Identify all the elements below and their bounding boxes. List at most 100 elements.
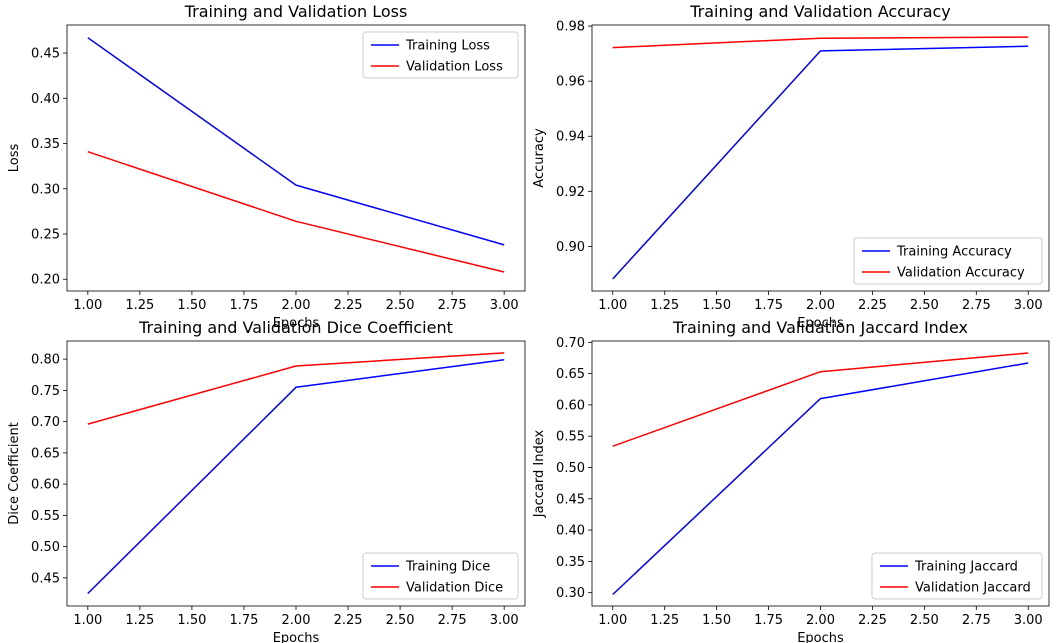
legend: Training Accuracy Validation Accuracy [853, 237, 1043, 285]
x-tick-label: 2.50 [386, 613, 415, 628]
x-tick-label: 1.75 [229, 298, 258, 313]
x-tick-label: 2.00 [806, 298, 835, 313]
y-axis-label: Dice Coefficient [7, 422, 22, 525]
x-tick-label: 3.00 [1014, 298, 1043, 313]
x-tick-label: 2.25 [334, 613, 363, 628]
legend-entry: Validation Accuracy [897, 266, 1025, 281]
x-tick-label: 1.75 [754, 298, 783, 313]
x-tick-label: 1.75 [754, 613, 783, 628]
subplot-accuracy: 1.00 1.25 1.50 1.75 2.00 2.25 2.50 2.75 3.00 0.90… [532, 2, 1050, 331]
y-tick-label: 0.30 [31, 182, 60, 197]
legend-box [362, 552, 519, 600]
y-tick-label: 0.98 [556, 20, 585, 35]
y-tick-label: 0.50 [31, 540, 60, 555]
y-axis-label: Accuracy [532, 128, 547, 188]
x-tick-label: 2.75 [438, 298, 467, 313]
y-tick-label: 0.25 [31, 228, 60, 243]
x-tick-label: 1.50 [702, 613, 731, 628]
y-tick-label: 0.65 [556, 367, 585, 382]
x-tick-label: 1.00 [598, 298, 627, 313]
x-tick-label: 2.50 [386, 298, 415, 313]
x-tick-label: 3.00 [490, 298, 519, 313]
x-tick-label: 3.00 [1014, 613, 1043, 628]
chart-title: Training and Validation Accuracy [689, 2, 951, 21]
y-tick-label: 0.45 [31, 571, 60, 586]
x-tick-label: 1.50 [177, 613, 206, 628]
y-tick-label: 0.94 [556, 130, 585, 145]
x-axis-label: Epochs [797, 631, 844, 643]
y-tick-label: 0.60 [556, 398, 585, 413]
x-tick-label: 2.00 [282, 613, 311, 628]
x-tick-label: 1.00 [73, 613, 102, 628]
x-axis-label: Epochs [273, 316, 320, 331]
x-tick-label: 2.00 [806, 613, 835, 628]
series-line-validation [612, 36, 1029, 49]
legend-entry: Validation Jaccard [915, 581, 1031, 596]
legend-entry: Training Jaccard [914, 560, 1018, 575]
x-tick-label: 1.50 [177, 298, 206, 313]
x-tick-label: 1.25 [125, 613, 154, 628]
legend-box [362, 31, 519, 79]
legend-entry: Training Loss [405, 39, 490, 54]
series-line-training [612, 45, 1029, 280]
y-tick-label: 0.80 [31, 353, 60, 368]
x-tick-label: 2.50 [910, 613, 939, 628]
y-tick-label: 0.90 [556, 240, 585, 255]
x-tick-label: 2.75 [438, 613, 467, 628]
x-tick-label: 2.50 [910, 298, 939, 313]
y-tick-label: 0.65 [31, 446, 60, 461]
x-axis-label: Epochs [273, 631, 320, 643]
legend-box [871, 552, 1043, 600]
y-tick-label: 0.35 [31, 137, 60, 152]
x-tick-label: 1.50 [702, 298, 731, 313]
y-tick-label: 0.40 [556, 524, 585, 539]
chart-title: Training and Validation Dice Coefficient [138, 318, 453, 337]
x-tick-label: 1.00 [73, 298, 102, 313]
x-tick-label: 1.25 [650, 613, 679, 628]
x-tick-label: 1.25 [125, 298, 154, 313]
y-tick-label: 0.55 [31, 509, 60, 524]
legend-entry: Training Accuracy [896, 245, 1012, 260]
legend: Training Jaccard Validation Jaccard [871, 552, 1043, 600]
y-tick-label: 0.70 [556, 336, 585, 351]
y-tick-label: 0.70 [31, 415, 60, 430]
x-tick-label: 2.75 [962, 613, 991, 628]
series-line-validation [87, 150, 505, 273]
y-tick-label: 0.45 [556, 492, 585, 507]
y-tick-label: 0.75 [31, 384, 60, 399]
subplot-loss: 1.00 1.25 1.50 1.75 2.00 2.25 2.50 2.75 3.00 0.20… [7, 2, 526, 331]
y-tick-label: 0.35 [556, 555, 585, 570]
x-tick-label: 3.00 [490, 613, 519, 628]
legend-box [853, 237, 1043, 285]
x-tick-label: 2.75 [962, 298, 991, 313]
x-tick-label: 2.00 [282, 298, 311, 313]
x-tick-label: 2.25 [334, 298, 363, 313]
legend-entry: Validation Loss [406, 60, 503, 75]
x-tick-label: 2.25 [858, 298, 887, 313]
y-tick-label: 0.40 [31, 92, 60, 107]
legend-entry: Validation Dice [406, 581, 503, 596]
legend: Training Dice Validation Dice [362, 552, 519, 600]
y-tick-label: 0.30 [556, 586, 585, 601]
chart-title: Training and Validation Jaccard Index [672, 318, 968, 337]
chart-title: Training and Validation Loss [184, 2, 408, 21]
x-tick-label: 2.25 [858, 613, 887, 628]
y-tick-label: 0.45 [31, 47, 60, 62]
x-tick-label: 1.25 [650, 298, 679, 313]
series-line-training [87, 358, 505, 595]
y-tick-label: 0.55 [556, 430, 585, 445]
series-line-validation [87, 352, 505, 425]
series-line-training [612, 362, 1029, 596]
y-tick-label: 0.60 [31, 478, 60, 493]
y-tick-label: 0.20 [31, 273, 60, 288]
x-tick-label: 1.75 [229, 613, 258, 628]
y-tick-label: 0.50 [556, 461, 585, 476]
y-tick-label: 0.96 [556, 75, 585, 90]
y-tick-label: 0.92 [556, 185, 585, 200]
subplot-jaccard: 1.00 1.25 1.50 1.75 2.00 2.25 2.50 2.75 3.00 0.30… [532, 318, 1050, 643]
y-axis-label: Loss [7, 144, 22, 173]
legend-entry: Training Dice [405, 560, 490, 575]
y-axis-label: Jaccard Index [532, 430, 547, 519]
legend: Training Loss Validation Loss [362, 31, 519, 79]
series-line-validation [612, 352, 1029, 447]
